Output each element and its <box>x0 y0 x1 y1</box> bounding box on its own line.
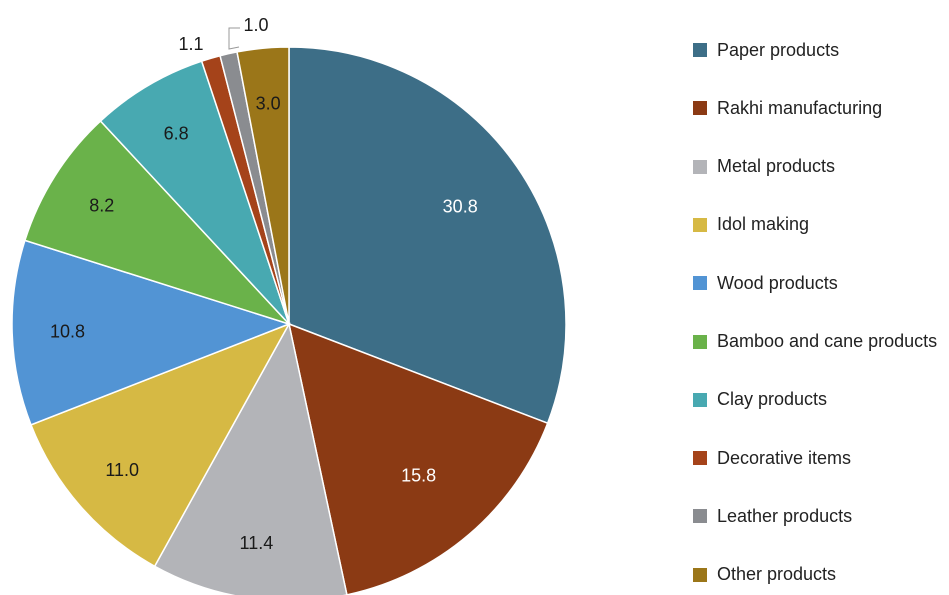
legend-swatch <box>693 276 707 291</box>
legend-item-metal-products: Metal products <box>693 155 835 179</box>
data-label-metal-products: 11.4 <box>240 533 274 553</box>
pie-slice-paper-products <box>288 46 567 425</box>
legend-item-wood-products: Wood products <box>693 271 838 295</box>
data-label-leather-products: 1.0 <box>243 15 268 35</box>
pie-slice-bamboo-and-cane-products <box>23 119 292 326</box>
pie-slice-rakhi-manufacturing <box>287 322 549 595</box>
legend-label: Leather products <box>717 505 853 526</box>
pie-slice-metal-products <box>153 321 348 595</box>
data-label-decorative-items: 1.1 <box>178 34 203 54</box>
data-labels: 30.8 15.8 11.4 11.0 10.8 8.2 6.8 1.1 1.0 3.0 <box>50 15 478 553</box>
legend-label: Idol making <box>717 214 810 235</box>
legend-item-bamboo-and-cane-products: Bamboo and cane products <box>693 330 937 354</box>
legend-label: Paper products <box>717 39 840 60</box>
legend-item-other-products: Other products <box>693 563 836 587</box>
pie-slice-wood-products <box>11 239 292 426</box>
legend-swatch <box>693 334 707 349</box>
legend-label: Rakhi manufacturing <box>717 97 883 118</box>
legend-item-paper-products: Paper products <box>693 38 839 62</box>
pie-slices <box>11 46 567 595</box>
legend-swatch <box>693 392 707 407</box>
legend-label: Bamboo and cane products <box>717 331 938 351</box>
data-label-clay-products: 6.8 <box>164 123 189 143</box>
data-label-idol-making: 11.0 <box>105 460 139 480</box>
legend-item-clay-products: Clay products <box>693 388 827 412</box>
legend-swatch <box>693 101 707 116</box>
legend-label: Clay products <box>717 389 828 410</box>
legend-swatch <box>693 509 707 524</box>
data-label-other-products: 3.0 <box>256 93 281 113</box>
legend-swatch <box>693 43 707 57</box>
data-label-paper-products: 30.8 <box>443 196 478 216</box>
data-label-bamboo-and-cane-products: 8.2 <box>89 195 114 215</box>
legend-label: Decorative items <box>717 447 852 468</box>
legend-item-leather-products: Leather products <box>693 504 852 528</box>
legend-item-decorative-items: Decorative items <box>693 446 851 470</box>
legend-label: Wood products <box>717 272 838 293</box>
leader-line-leather-products <box>228 27 240 50</box>
legend-swatch <box>693 159 707 174</box>
legend-label: Metal products <box>717 156 836 177</box>
pie-slice-idol-making <box>30 322 291 568</box>
pie-slice-other-products <box>236 46 290 325</box>
data-label-rakhi-manufacturing: 15.8 <box>401 466 436 486</box>
legend-label: Other products <box>717 564 837 585</box>
legend-swatch <box>693 217 707 232</box>
legend-swatch <box>693 567 707 582</box>
legend-item-idol-making: Idol making <box>693 213 809 237</box>
pie-slice-clay-products <box>99 60 290 325</box>
legend-item-rakhi-manufacturing: Rakhi manufacturing <box>693 96 882 120</box>
legend-swatch <box>693 451 707 466</box>
data-label-wood-products: 10.8 <box>50 321 85 341</box>
